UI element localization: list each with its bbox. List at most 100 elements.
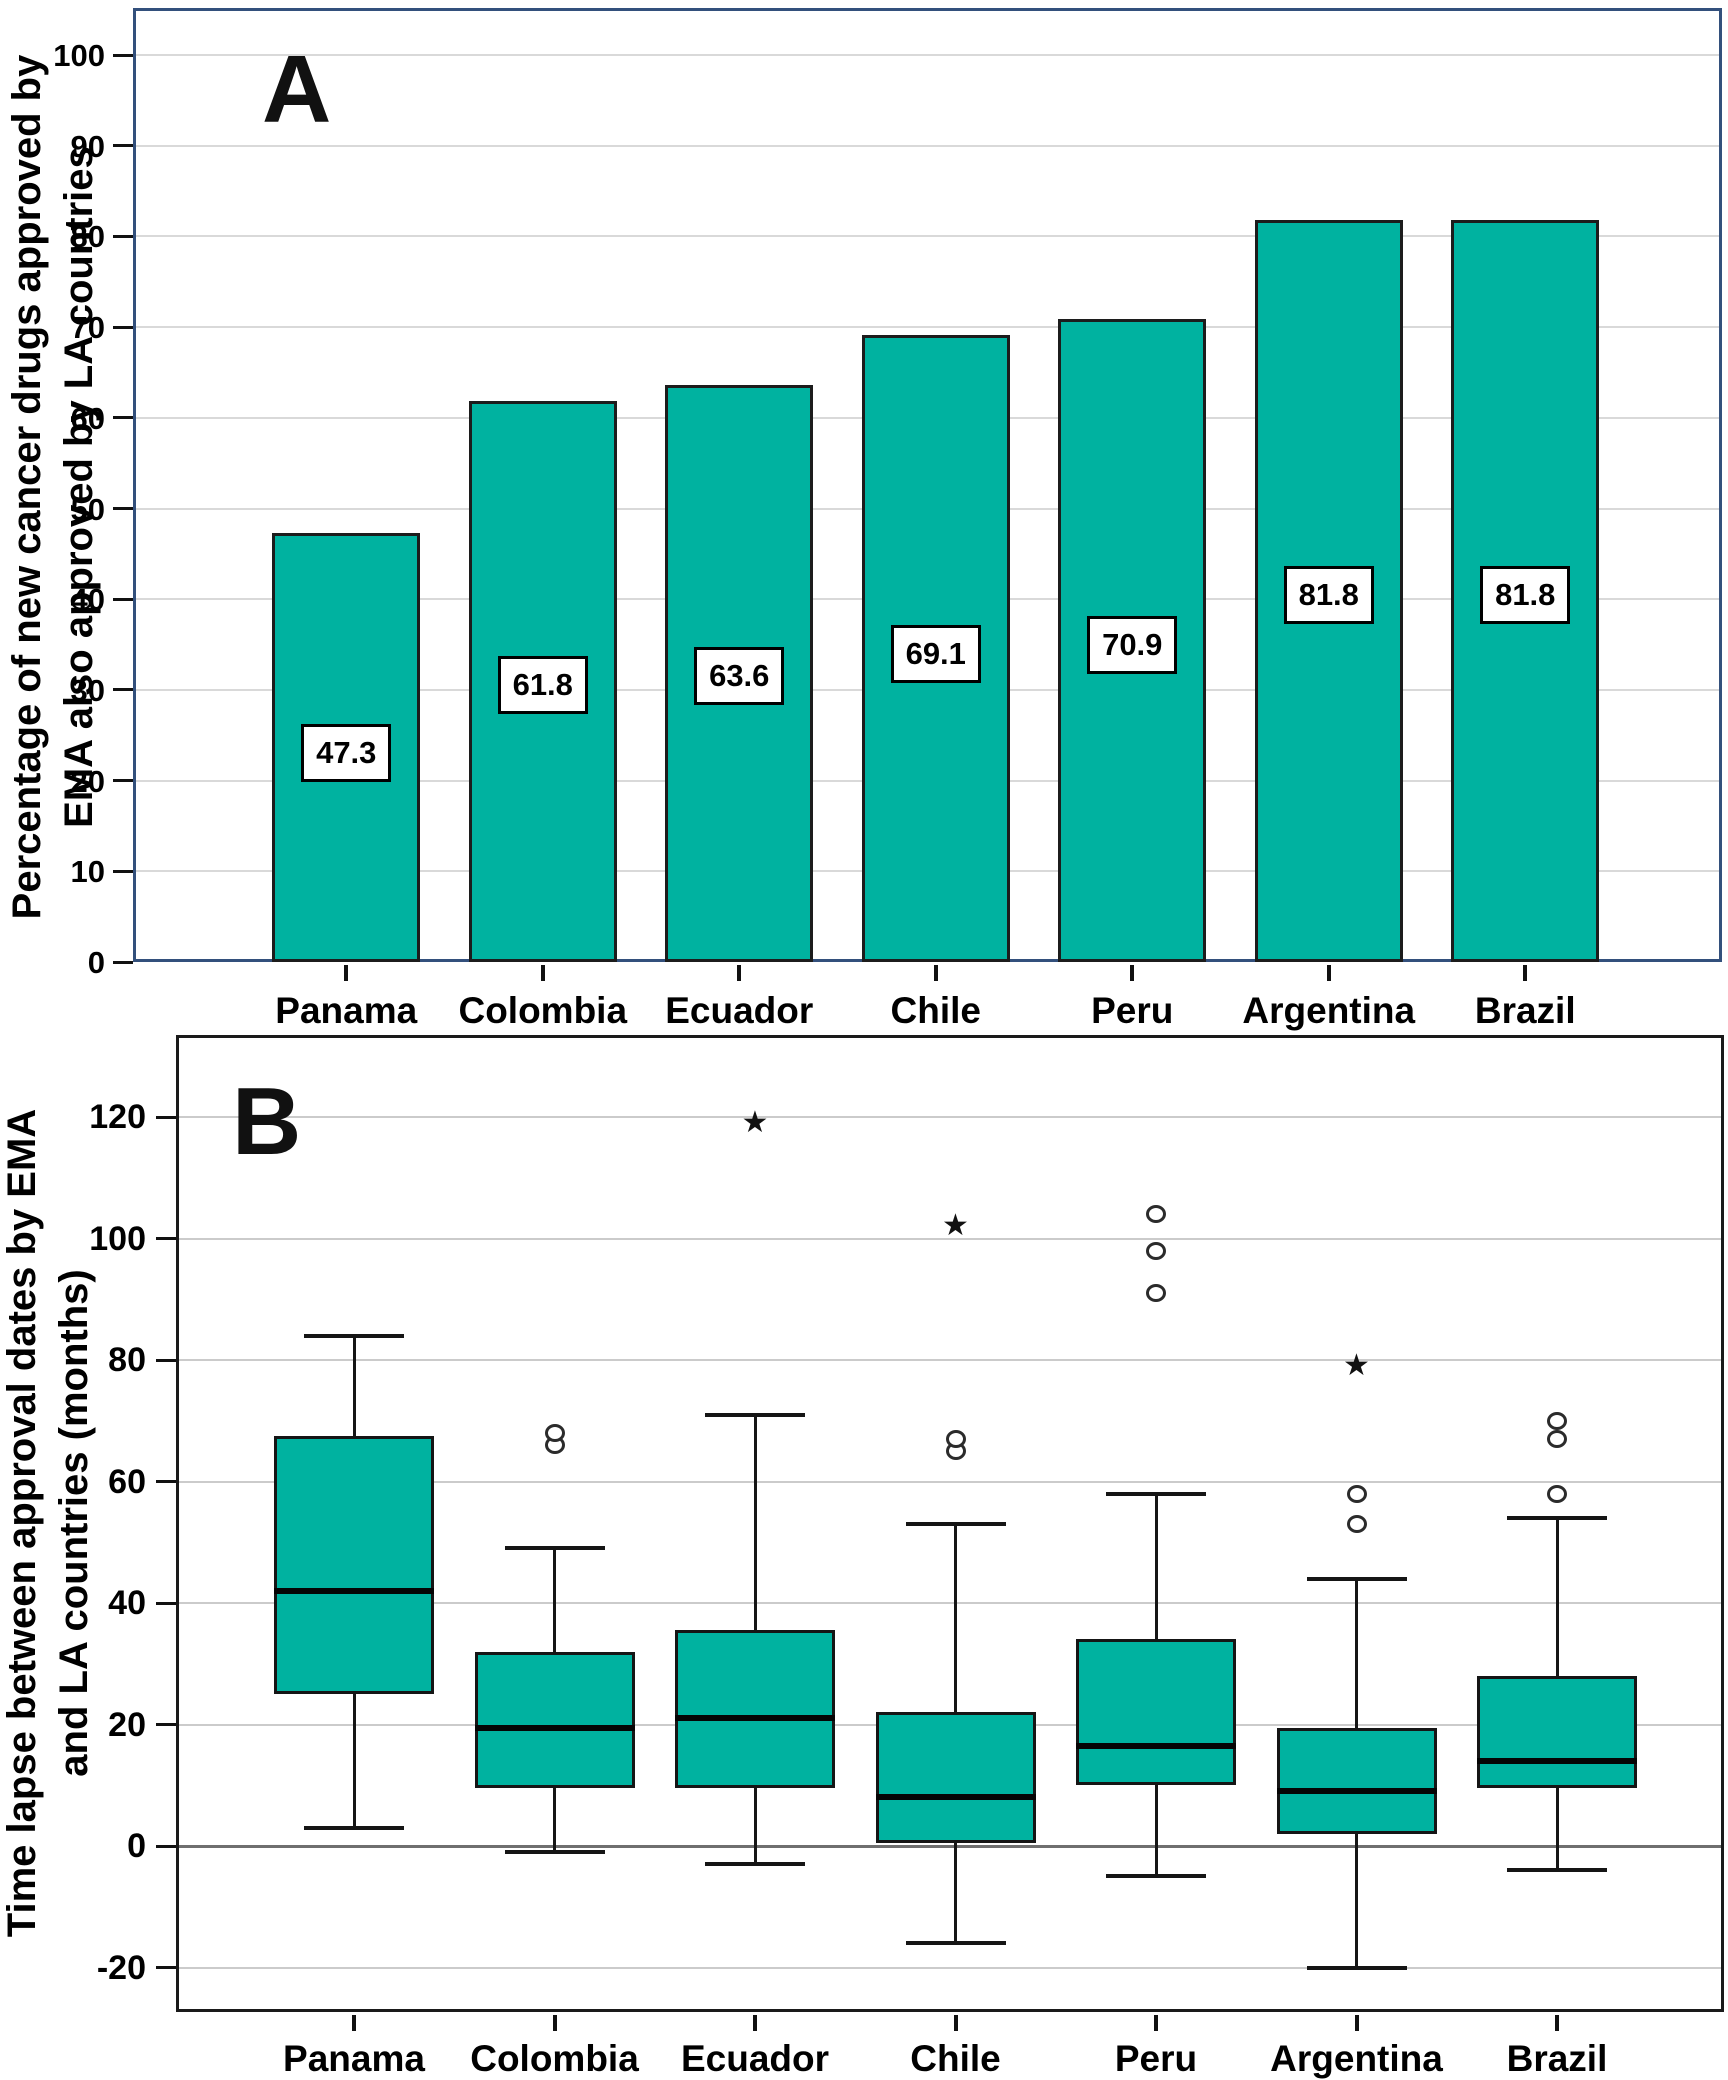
y-tick-mark <box>113 53 133 57</box>
outlier-marker <box>1547 1429 1567 1448</box>
x-category-label: Panama <box>283 2038 425 2079</box>
y-tick-label: 20 <box>70 763 105 799</box>
x-tick-mark <box>540 965 545 981</box>
x-tick-mark <box>1523 965 1528 981</box>
x-tick-mark <box>1154 2015 1158 2031</box>
x-category-label: Brazil <box>1474 990 1576 1031</box>
bar-value-label: 63.6 <box>694 647 785 706</box>
extreme-outlier-marker: ★ <box>741 1106 769 1140</box>
y-tick-label: 20 <box>108 1705 146 1744</box>
box-whisker-cap <box>905 1941 1006 1946</box>
outlier-marker <box>1146 1241 1166 1260</box>
y-tick-label: 70 <box>70 310 105 346</box>
x-tick-mark <box>344 965 349 981</box>
box-whisker-cap <box>304 1333 404 1338</box>
y-tick-mark <box>156 1237 176 1240</box>
x-category-label: Peru <box>1114 2038 1198 2079</box>
x-tick-mark <box>953 2015 958 2031</box>
panel-b-y-axis-title-line1: Time lapse between approval dates by EMA <box>0 1108 44 1938</box>
box-whisker-cap <box>905 1522 1006 1527</box>
y-grid-line <box>179 1480 1721 1483</box>
y-tick-label: 0 <box>127 1827 146 1865</box>
y-tick-mark <box>113 597 133 601</box>
y-tick-label: 100 <box>89 1219 146 1258</box>
x-tick-mark <box>352 2015 356 2031</box>
outlier-marker <box>1146 1284 1166 1303</box>
y-grid-line <box>179 1237 1721 1240</box>
panel-b-letter: B <box>232 1068 302 1175</box>
box <box>1276 1727 1437 1834</box>
box <box>875 1712 1036 1843</box>
y-tick-mark <box>113 325 133 329</box>
x-category-label: Peru <box>1091 990 1174 1031</box>
x-category-label: Brazil <box>1506 2038 1608 2079</box>
box-whisker-cap <box>705 1412 805 1417</box>
box-whisker-cap <box>1106 1491 1206 1496</box>
panel-a-letter: A <box>262 36 332 143</box>
extreme-outlier-marker: ★ <box>942 1209 969 1243</box>
y-grid-line <box>136 144 1719 147</box>
outlier-marker <box>1346 1484 1367 1503</box>
y-tick-label: 90 <box>70 128 105 164</box>
y-tick-label: 60 <box>70 400 105 436</box>
outlier-marker <box>945 1429 966 1448</box>
x-tick-mark <box>1326 965 1331 981</box>
y-tick-label: 40 <box>108 1584 146 1622</box>
x-tick-mark <box>1130 965 1135 981</box>
y-tick-mark <box>113 869 133 873</box>
y-tick-mark <box>113 507 133 510</box>
y-tick-label: -20 <box>96 1948 146 1987</box>
y-tick-mark <box>156 1358 176 1362</box>
y-grid-line <box>179 1359 1721 1361</box>
bar-value-label: 81.8 <box>1480 565 1571 624</box>
y-tick-mark <box>156 1480 176 1483</box>
y-tick-mark <box>156 1723 176 1726</box>
outlier-marker <box>1547 1484 1567 1503</box>
x-tick-mark <box>552 2015 557 2031</box>
outlier-marker <box>1346 1515 1367 1534</box>
panel-b-y-axis-title-line2: and LA countries (months) <box>52 1269 96 1777</box>
y-tick-mark <box>156 1966 176 1969</box>
y-tick-label: 60 <box>108 1462 146 1501</box>
x-category-label: Argentina <box>1270 2038 1443 2079</box>
x-category-label: Ecuador <box>680 2038 830 2079</box>
box <box>274 1435 434 1695</box>
y-tick-label: 50 <box>70 491 105 527</box>
x-category-label: Chile <box>910 2038 1001 2079</box>
y-grid-line <box>179 1116 1721 1118</box>
box-median-line <box>1276 1788 1437 1795</box>
y-tick-label: 0 <box>87 945 105 980</box>
box-whisker-cap <box>304 1825 404 1830</box>
y-tick-label: 120 <box>89 1098 146 1136</box>
x-tick-mark <box>753 2015 757 2031</box>
box-whisker-cap <box>1507 1515 1607 1520</box>
y-tick-label: 80 <box>108 1341 146 1379</box>
y-tick-label: 10 <box>70 854 105 890</box>
bar-value-label: 61.8 <box>497 656 588 715</box>
box-whisker-cap <box>1106 1874 1206 1879</box>
x-category-label: Panama <box>275 990 418 1031</box>
x-category-label: Ecuador <box>665 990 814 1031</box>
outlier-marker <box>1146 1205 1166 1224</box>
x-tick-mark <box>1555 2015 1559 2031</box>
box-whisker-cap <box>705 1862 805 1867</box>
x-tick-mark <box>933 965 938 981</box>
y-tick-mark <box>113 779 133 783</box>
x-category-label: Colombia <box>470 2038 639 2079</box>
box-median-line <box>1076 1742 1236 1749</box>
panel-b-y-axis-title: Time lapse between approval dates by EMA… <box>0 1033 108 2013</box>
y-tick-mark <box>156 1115 176 1119</box>
y-grid-line <box>179 1602 1721 1604</box>
box <box>675 1630 835 1789</box>
y-tick-mark <box>113 688 133 692</box>
bar-value-label: 70.9 <box>1087 615 1178 674</box>
box-median-line <box>675 1715 835 1722</box>
outlier-marker <box>544 1423 565 1442</box>
x-category-label: Argentina <box>1242 990 1416 1031</box>
y-tick-mark <box>113 234 133 238</box>
y-tick-mark <box>113 416 133 420</box>
zero-line <box>179 1844 1721 1848</box>
y-tick-mark <box>113 144 133 148</box>
x-category-label: Colombia <box>458 990 628 1031</box>
